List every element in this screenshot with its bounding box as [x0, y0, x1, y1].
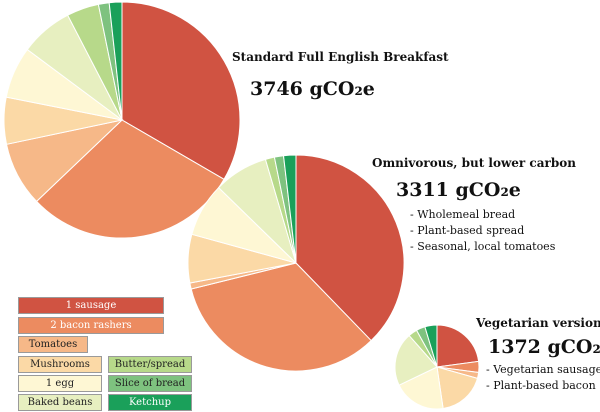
- title-standard: Standard Full English Breakfast: [232, 50, 449, 64]
- pie-slice-2-bacon-rashers: [190, 262, 372, 372]
- pie-slice-ketchup: [282, 154, 297, 264]
- title-vegetarian: Vegetarian version: [476, 316, 600, 330]
- pie-standard: [3, 1, 241, 239]
- pie-slice-1-sausage: [121, 1, 241, 180]
- legend-item-butter: Butter/spread: [108, 356, 192, 373]
- legend-item-bacon: 2 bacon rashers: [18, 317, 164, 334]
- note-item: - Vegetarian sausages: [486, 363, 600, 376]
- pie-slice-ketchup: [108, 1, 123, 121]
- legend-item-egg: 1 egg: [18, 375, 102, 392]
- note-item: - Plant-based bacon: [486, 379, 596, 392]
- legend-item-mushrooms: Mushrooms: [18, 356, 102, 373]
- total-standard: 3746 gCO₂e: [250, 78, 375, 100]
- pie-slice-1-sausage: [436, 324, 480, 368]
- notes-vegetarian: - Vegetarian sausages - Plant-based baco…: [486, 362, 600, 394]
- legend-item-tomatoes: Tomatoes: [18, 336, 88, 353]
- legend-item-baked-beans: Baked beans: [18, 394, 102, 411]
- legend-item-sausage: 1 sausage: [18, 297, 164, 314]
- legend-item-bread: Slice of bread: [108, 375, 192, 392]
- pie-lower-carbon: [187, 154, 405, 372]
- pie-slice-mushrooms: [436, 366, 479, 410]
- legend-item-ketchup: Ketchup: [108, 394, 192, 411]
- pie-slice-1-sausage: [295, 154, 405, 342]
- note-item: - Seasonal, local tomatoes: [410, 240, 556, 253]
- pie-vegetarian: [394, 324, 480, 410]
- note-item: - Plant-based spread: [410, 224, 525, 237]
- notes-lower-carbon: - Wholemeal bread - Plant-based spread -…: [410, 207, 555, 255]
- pie-slice-1-egg: [398, 366, 444, 410]
- total-lower-carbon: 3311 gCO₂e: [396, 179, 521, 201]
- total-vegetarian: 1372 gCO₂e: [488, 336, 600, 358]
- pie-slice-ketchup: [424, 324, 438, 368]
- pie-slice-baked-beans: [394, 334, 438, 386]
- title-lower-carbon: Omnivorous, but lower carbon: [372, 156, 576, 170]
- note-item: - Wholemeal bread: [410, 208, 516, 221]
